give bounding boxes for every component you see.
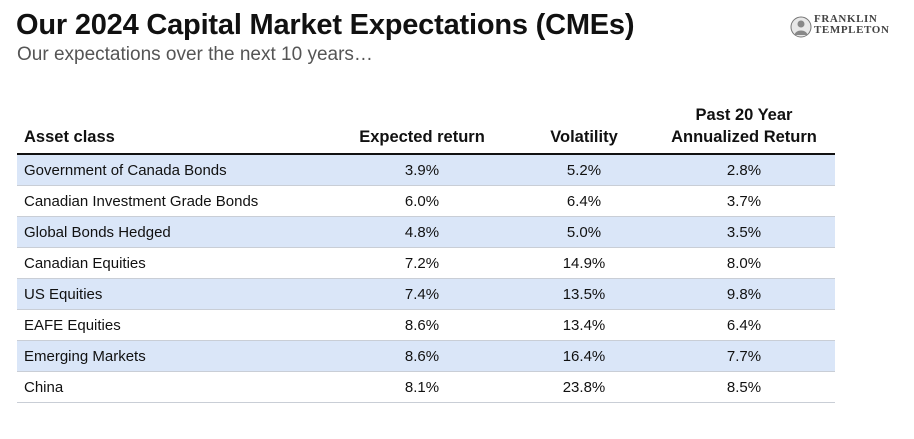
cell-past-return: 9.8%: [653, 278, 835, 310]
cell-expected-return: 8.6%: [329, 340, 515, 372]
table-row: Emerging Markets 8.6% 16.4% 7.7%: [17, 340, 835, 372]
column-header-asset-class: Asset class: [17, 104, 329, 155]
cme-table: Asset class Expected return Volatility P…: [17, 104, 835, 403]
cell-volatility: 23.8%: [515, 371, 653, 403]
cell-asset-class: Global Bonds Hedged: [17, 216, 329, 248]
table-row: Canadian Investment Grade Bonds 6.0% 6.4…: [17, 185, 835, 217]
cell-asset-class: Emerging Markets: [17, 340, 329, 372]
cell-expected-return: 8.1%: [329, 371, 515, 403]
cell-expected-return: 7.4%: [329, 278, 515, 310]
cell-asset-class: Canadian Investment Grade Bonds: [17, 185, 329, 217]
cell-past-return: 8.5%: [653, 371, 835, 403]
cell-past-return: 2.8%: [653, 154, 835, 186]
cell-past-return: 6.4%: [653, 309, 835, 341]
cell-volatility: 6.4%: [515, 185, 653, 217]
cell-expected-return: 8.6%: [329, 309, 515, 341]
table-row: EAFE Equities 8.6% 13.4% 6.4%: [17, 309, 835, 341]
cell-asset-class: China: [17, 371, 329, 403]
cell-expected-return: 3.9%: [329, 154, 515, 186]
cell-expected-return: 7.2%: [329, 247, 515, 279]
table-row: US Equities 7.4% 13.5% 9.8%: [17, 278, 835, 310]
cell-asset-class: Canadian Equities: [17, 247, 329, 279]
table-row: Global Bonds Hedged 4.8% 5.0% 3.5%: [17, 216, 835, 248]
column-header-past-line-2: Annualized Return: [671, 128, 817, 146]
page-title: Our 2024 Capital Market Expectations (CM…: [16, 9, 635, 41]
cell-past-return: 3.7%: [653, 185, 835, 217]
cell-volatility: 16.4%: [515, 340, 653, 372]
cell-volatility: 5.0%: [515, 216, 653, 248]
table-row: Canadian Equities 7.2% 14.9% 8.0%: [17, 247, 835, 279]
column-header-past-line-1: Past 20 Year: [695, 106, 793, 124]
cell-past-return: 3.5%: [653, 216, 835, 248]
table-row: Government of Canada Bonds 3.9% 5.2% 2.8…: [17, 154, 835, 186]
logo-line-1: FRANKLIN: [814, 13, 878, 25]
cell-volatility: 14.9%: [515, 247, 653, 279]
page-subtitle: Our expectations over the next 10 years…: [17, 44, 373, 65]
cell-expected-return: 4.8%: [329, 216, 515, 248]
cell-asset-class: EAFE Equities: [17, 309, 329, 341]
column-header-expected-return: Expected return: [329, 104, 515, 155]
cell-asset-class: US Equities: [17, 278, 329, 310]
cell-expected-return: 6.0%: [329, 185, 515, 217]
cell-past-return: 8.0%: [653, 247, 835, 279]
logo-emblem-icon: [790, 16, 812, 38]
column-header-past-20-year-return: Past 20 Year Annualized Return: [653, 104, 835, 155]
franklin-templeton-logo: FRANKLIN TEMPLETON: [790, 14, 902, 40]
table-header-row: Asset class Expected return Volatility P…: [17, 104, 835, 155]
column-header-volatility: Volatility: [515, 104, 653, 155]
cell-asset-class: Government of Canada Bonds: [17, 154, 329, 186]
logo-line-2: TEMPLETON: [814, 24, 890, 36]
cell-volatility: 13.4%: [515, 309, 653, 341]
cell-past-return: 7.7%: [653, 340, 835, 372]
table-row: China 8.1% 23.8% 8.5%: [17, 371, 835, 403]
cell-volatility: 13.5%: [515, 278, 653, 310]
cell-volatility: 5.2%: [515, 154, 653, 186]
